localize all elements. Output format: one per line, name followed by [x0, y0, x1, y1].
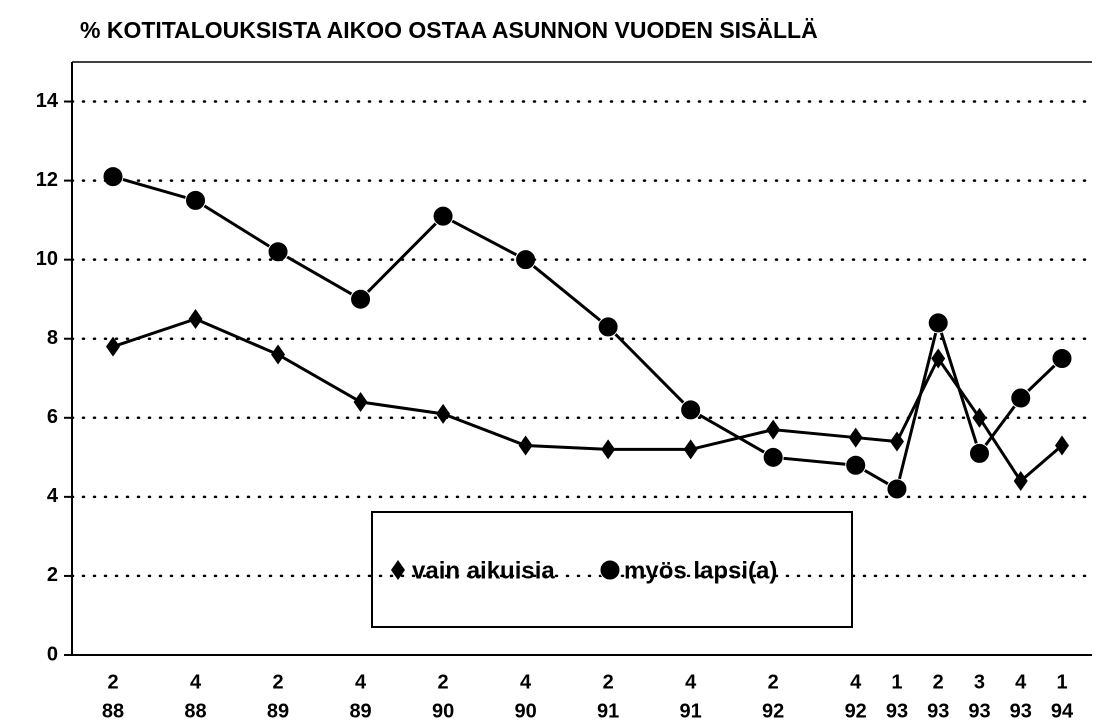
- x-tick-label: 88: [184, 700, 206, 722]
- x-tick-label: 4: [190, 671, 202, 693]
- x-tick-label: 2: [933, 671, 944, 693]
- point: [598, 317, 618, 337]
- x-tick-label: 2: [107, 671, 118, 693]
- point: [433, 206, 453, 226]
- point: [1052, 349, 1072, 369]
- point: [519, 435, 533, 455]
- point: [436, 404, 450, 424]
- point: [354, 392, 368, 412]
- point: [766, 420, 780, 440]
- x-tick-label: 4: [685, 671, 697, 693]
- x-tick-label: 91: [680, 700, 702, 722]
- x-tick-label: 1: [1056, 671, 1067, 693]
- point: [516, 250, 536, 270]
- x-tick-label: 93: [1010, 700, 1032, 722]
- legend-label: vain aikuisia: [412, 557, 555, 584]
- x-tick-label: 90: [432, 700, 454, 722]
- x-tick-label: 1: [891, 671, 902, 693]
- point: [684, 439, 698, 459]
- x-tick-label: 93: [886, 700, 908, 722]
- y-tick-label: 0: [47, 643, 58, 665]
- point: [969, 443, 989, 463]
- point: [681, 400, 701, 420]
- y-tick-label: 2: [47, 564, 58, 586]
- x-tick-label: 4: [355, 671, 367, 693]
- x-tick-label: 3: [974, 671, 985, 693]
- x-tick-label: 93: [968, 700, 990, 722]
- point: [351, 289, 371, 309]
- point: [186, 190, 206, 210]
- x-tick-label: 92: [845, 700, 867, 722]
- x-tick-label: 4: [1015, 671, 1027, 693]
- y-tick-label: 8: [47, 327, 58, 349]
- x-tick-label: 4: [850, 671, 862, 693]
- series-line: [113, 177, 1062, 489]
- point: [849, 428, 863, 448]
- x-tick-label: 88: [102, 700, 124, 722]
- point: [1055, 435, 1069, 455]
- point: [928, 313, 948, 333]
- point: [103, 167, 123, 187]
- x-tick-label: 89: [349, 700, 371, 722]
- x-tick-label: 89: [267, 700, 289, 722]
- x-tick-label: 2: [768, 671, 779, 693]
- x-tick-label: 92: [762, 700, 784, 722]
- legend-label: myös lapsi(a): [624, 557, 777, 584]
- chart: % KOTITALOUKSISTA AIKOO OSTAA ASUNNON VU…: [0, 0, 1100, 725]
- x-tick-label: 2: [603, 671, 614, 693]
- point: [601, 439, 615, 459]
- x-tick-label: 93: [927, 700, 949, 722]
- x-tick-label: 2: [272, 671, 283, 693]
- x-tick-label: 91: [597, 700, 619, 722]
- point: [271, 345, 285, 365]
- point: [1011, 388, 1031, 408]
- point: [763, 447, 783, 467]
- chart-title: % KOTITALOUKSISTA AIKOO OSTAA ASUNNON VU…: [80, 17, 818, 43]
- x-tick-label: 90: [514, 700, 536, 722]
- series-layer: [103, 167, 1072, 499]
- x-tick-label: 94: [1051, 700, 1074, 722]
- point: [189, 309, 203, 329]
- point: [846, 455, 866, 475]
- y-tick-label: 10: [36, 248, 58, 270]
- y-tick-label: 4: [47, 485, 59, 507]
- y-tick-label: 14: [36, 90, 59, 112]
- point: [600, 560, 620, 580]
- y-tick-label: 6: [47, 406, 58, 428]
- x-tick-label: 2: [438, 671, 449, 693]
- y-tick-label: 12: [36, 169, 58, 191]
- x-tick-label: 4: [520, 671, 532, 693]
- point: [106, 337, 120, 357]
